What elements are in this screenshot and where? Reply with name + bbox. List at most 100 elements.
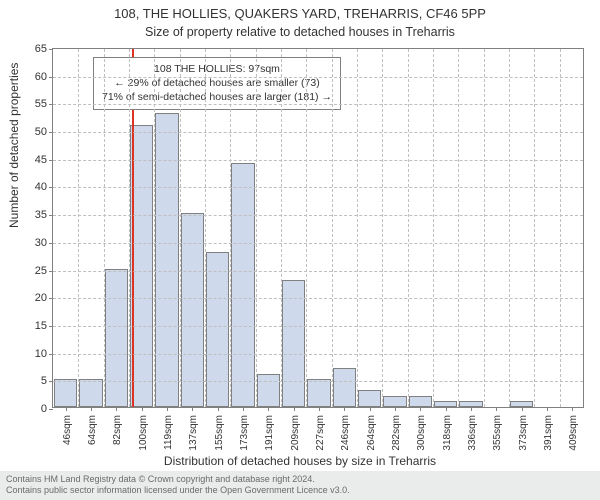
- gridline-v: [382, 49, 383, 407]
- xtick-mark: [344, 407, 345, 411]
- xtick-label: 355sqm: [492, 415, 503, 451]
- ytick-label: 50: [35, 126, 47, 138]
- xtick-label: 282sqm: [391, 415, 402, 451]
- gridline-v: [484, 49, 485, 407]
- xtick-mark: [572, 407, 573, 411]
- footer-line-1: Contains HM Land Registry data © Crown c…: [6, 474, 594, 486]
- ytick-mark: [49, 215, 53, 216]
- xtick-mark: [66, 407, 67, 411]
- page-subtitle: Size of property relative to detached ho…: [8, 25, 592, 39]
- xtick-label: 246sqm: [340, 415, 351, 451]
- gridline-h: [53, 381, 583, 382]
- ytick-label: 60: [35, 71, 47, 83]
- gridline-h: [53, 271, 583, 272]
- gridline-v: [281, 49, 282, 407]
- xtick-mark: [243, 407, 244, 411]
- xtick-label: 227sqm: [315, 415, 326, 451]
- gridline-v: [180, 49, 181, 407]
- callout-box: 108 THE HOLLIES: 97sqm ← 29% of detached…: [93, 57, 341, 110]
- callout-line-1: 108 THE HOLLIES: 97sqm: [102, 62, 332, 76]
- histogram-bar: [307, 379, 330, 407]
- xtick-mark: [116, 407, 117, 411]
- histogram-bar: [206, 252, 229, 407]
- ytick-mark: [49, 104, 53, 105]
- xtick-mark: [142, 407, 143, 411]
- gridline-v: [332, 49, 333, 407]
- xtick-label: 119sqm: [163, 415, 174, 450]
- footer-line-2: Contains public sector information licen…: [6, 485, 594, 497]
- gridline-h: [53, 215, 583, 216]
- ytick-label: 10: [35, 348, 47, 360]
- gridline-h: [53, 104, 583, 105]
- ytick-mark: [49, 298, 53, 299]
- xtick-mark: [319, 407, 320, 411]
- gridline-h: [53, 298, 583, 299]
- gridline-v: [534, 49, 535, 407]
- gridline-v: [129, 49, 130, 407]
- xtick-mark: [268, 407, 269, 411]
- histogram-bar: [409, 396, 432, 407]
- callout-line-2: ← 29% of detached houses are smaller (73…: [102, 76, 332, 90]
- chart-area: 108 THE HOLLIES: 97sqm ← 29% of detached…: [52, 48, 584, 408]
- ytick-label: 65: [35, 43, 47, 55]
- ytick-label: 15: [35, 320, 47, 332]
- histogram-bar: [155, 113, 178, 407]
- gridline-v: [306, 49, 307, 407]
- page: 108, THE HOLLIES, QUAKERS YARD, TREHARRI…: [0, 0, 600, 500]
- gridline-v: [509, 49, 510, 407]
- xtick-mark: [420, 407, 421, 411]
- ytick-label: 5: [41, 375, 47, 387]
- gridline-h: [53, 132, 583, 133]
- xtick-mark: [496, 407, 497, 411]
- xtick-label: 137sqm: [188, 415, 199, 451]
- ytick-mark: [49, 187, 53, 188]
- page-title: 108, THE HOLLIES, QUAKERS YARD, TREHARRI…: [8, 6, 592, 23]
- ytick-label: 40: [35, 181, 47, 193]
- y-axis-title: Number of detached properties: [7, 63, 21, 228]
- gridline-v: [560, 49, 561, 407]
- xtick-label: 64sqm: [87, 415, 98, 445]
- ytick-label: 25: [35, 265, 47, 277]
- xtick-label: 336sqm: [467, 415, 478, 451]
- xtick-label: 191sqm: [264, 415, 275, 451]
- gridline-h: [53, 160, 583, 161]
- gridline-h: [53, 187, 583, 188]
- ytick-mark: [49, 160, 53, 161]
- ytick-mark: [49, 326, 53, 327]
- gridline-h: [53, 354, 583, 355]
- histogram-bar: [383, 396, 406, 407]
- xtick-mark: [218, 407, 219, 411]
- ytick-label: 45: [35, 154, 47, 166]
- gridline-h: [53, 326, 583, 327]
- histogram-bar: [333, 368, 356, 407]
- xtick-label: 264sqm: [366, 415, 377, 451]
- callout-line-3: 71% of semi-detached houses are larger (…: [102, 90, 332, 104]
- xtick-mark: [91, 407, 92, 411]
- xtick-label: 173sqm: [239, 415, 250, 451]
- ytick-label: 30: [35, 237, 47, 249]
- ytick-mark: [49, 271, 53, 272]
- gridline-v: [458, 49, 459, 407]
- histogram-bar: [231, 163, 254, 407]
- ytick-mark: [49, 409, 53, 410]
- xtick-label: 82sqm: [112, 415, 123, 445]
- xtick-mark: [167, 407, 168, 411]
- xtick-mark: [395, 407, 396, 411]
- histogram-bar: [105, 269, 128, 407]
- ytick-mark: [49, 77, 53, 78]
- ytick-label: 0: [41, 403, 47, 415]
- xtick-label: 100sqm: [138, 415, 149, 451]
- xtick-label: 391sqm: [543, 415, 554, 451]
- ytick-mark: [49, 354, 53, 355]
- xtick-mark: [471, 407, 472, 411]
- xtick-label: 373sqm: [518, 415, 529, 451]
- xtick-mark: [522, 407, 523, 411]
- footer: Contains HM Land Registry data © Crown c…: [0, 471, 600, 500]
- gridline-v: [154, 49, 155, 407]
- xtick-mark: [446, 407, 447, 411]
- xtick-mark: [192, 407, 193, 411]
- xtick-label: 155sqm: [214, 415, 225, 451]
- ytick-mark: [49, 381, 53, 382]
- xtick-label: 318sqm: [442, 415, 453, 451]
- x-axis-title: Distribution of detached houses by size …: [0, 454, 600, 468]
